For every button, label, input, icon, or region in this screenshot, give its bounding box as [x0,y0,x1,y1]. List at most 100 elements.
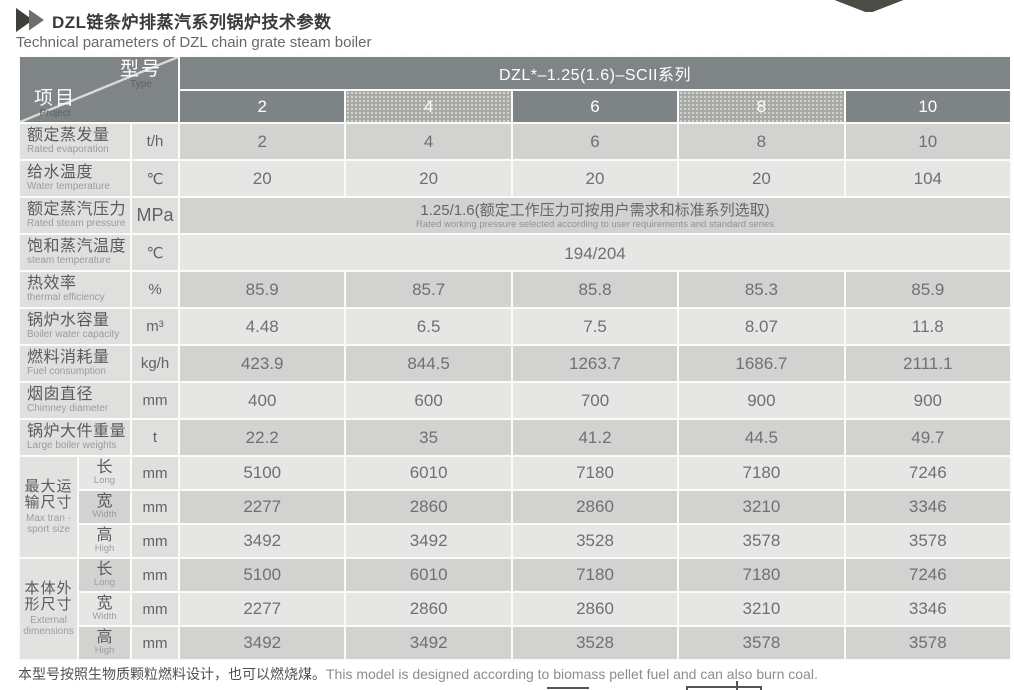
value-cell: 2860 [510,489,680,525]
group-label-en: External dimensions [23,614,74,638]
row-label-en: Rated evaporation [27,144,109,155]
table-row: 最大运输尺寸 Max tran -sport size 长 Long mm 5100 601… [18,455,1013,559]
value-cell: 6 [510,122,680,161]
value-cell: 85.8 [510,270,680,309]
bottom-decoration [736,681,738,690]
dimension-label: 宽 Width [77,591,132,627]
row-label-zh: 额定蒸发量 [27,127,110,144]
value-cell: 1263.7 [510,344,680,383]
series-header: DZL*–1.25(1.6)–SCII系列 [178,55,1012,91]
table-row: 高 High mm 3492 3492 3528 3578 3578 [19,625,1013,661]
value-cell: 2860 [510,591,680,627]
corner-header-cell: 型号 Type 项目 Project [17,55,181,124]
table-row: 烟囱直径 Chimney diameter mm 400 600 700 900 900 [18,381,1013,420]
span-value-zh: 1.25/1.6(额定工作压力可按用户需求和标准系列选取) [420,202,770,220]
value-cell: 11.8 [843,307,1013,346]
table-row: 本体外形尺寸 External dimensions 长 Long mm 5100 6010… [18,557,1013,661]
value-cell: 104 [843,159,1013,198]
value-cell: 7180 [510,455,680,491]
value-cell: 2860 [344,591,513,627]
value-cell: 44.5 [677,418,846,457]
span-value-cell: 194/204 [178,233,1012,272]
value-cell: 41.2 [510,418,680,457]
value-cell: 400 [178,381,347,420]
row-label-en: Fuel consumption [27,366,106,377]
bottom-decoration [686,686,762,690]
value-cell: 3528 [510,523,680,559]
value-cell: 3492 [178,625,347,661]
corner-type-label: 型号 Type [120,59,163,90]
row-label: 热效率 thermal efficiency [18,270,132,309]
value-cell: 20 [510,159,680,198]
group-label-en: Max tran -sport size [25,512,71,536]
unit-cell: mm [129,591,181,627]
corner-project-label: 项目 Project [34,88,77,119]
page-title: DZL链条炉排蒸汽系列锅炉技术参数 [52,12,332,32]
row-label-en: Rated steam pressure [27,218,126,229]
value-cell: 49.7 [843,418,1013,457]
value-cell: 85.9 [178,270,347,309]
row-label-en: Water temperature [27,181,110,192]
row-label-zh: 饱和蒸汽温度 [27,238,127,255]
table-row: 高 High mm 3492 3492 3528 3578 3578 [19,523,1013,559]
value-cell: 35 [344,418,513,457]
row-label-en: Chimney diameter [27,403,109,414]
page-header: DZL链条炉排蒸汽系列锅炉技术参数 Technical parameters o… [0,0,1014,51]
row-label-zh: 燃料消耗量 [27,349,110,366]
dimension-label-en: Long [93,577,116,589]
value-cell: 85.7 [344,270,513,309]
value-cell: 10 [843,122,1013,161]
span-value-zh: 194/204 [564,243,626,263]
value-cell: 4.48 [178,307,347,346]
value-cell: 8.07 [677,307,846,346]
row-label: 燃料消耗量 Fuel consumption [18,344,132,383]
value-cell: 4 [344,122,513,161]
table-row: 额定蒸发量 Rated evaporation t/h 2 4 6 8 10 [18,122,1013,161]
dimension-label-en: High [94,543,115,555]
row-label-zh: 给水温度 [27,164,94,181]
model-header: 6 [510,89,680,124]
unit-cell: ℃ [129,233,181,272]
table-row: 锅炉大件重量 Large boiler weights t 22.2 35 41.2 44.… [18,418,1013,457]
value-cell: 5100 [178,455,347,491]
row-label: 给水温度 Water temperature [18,159,132,198]
table-row: 饱和蒸汽温度 steam temperature ℃ 194/204 [18,233,1012,272]
unit-cell: mm [129,455,181,491]
table-row: 燃料消耗量 Fuel consumption kg/h 423.9 844.5 1263.… [18,344,1013,383]
table-row: 锅炉水容量 Boiler water capacity m³ 4.48 6.5 7.5 8.… [18,307,1013,346]
value-cell: 7.5 [510,307,680,346]
value-cell: 3346 [843,591,1013,627]
double-right-chevron-icon [16,8,44,32]
dimension-label-en: Width [92,611,117,623]
value-cell: 1686.7 [677,344,846,383]
dimension-label-zh: 高 [96,629,113,647]
dimension-label-en: High [94,645,115,657]
table-row: 宽 Width mm 2277 2860 2860 3210 3346 [19,591,1013,627]
value-cell: 6010 [344,557,513,593]
group-label-zh: 本体外形尺寸 [24,579,73,613]
value-cell: 20 [344,159,513,198]
value-cell: 20 [178,159,347,198]
unit-cell: mm [129,625,181,661]
table-top-tick-marks [18,55,1012,57]
value-cell: 423.9 [178,344,347,383]
value-cell: 3346 [843,489,1013,525]
footer-note-zh: 本型号按照生物质颗粒燃料设计，也可以燃烧煤。 [18,666,326,682]
value-cell: 2277 [178,489,347,525]
unit-cell: MPa [129,196,181,235]
value-cell: 2 [178,122,347,161]
dimension-label-zh: 宽 [96,595,113,613]
value-cell: 3210 [677,591,846,627]
unit-cell: m³ [129,307,181,346]
value-cell: 85.9 [843,270,1013,309]
table-row: 给水温度 Water temperature ℃ 20 20 20 20 104 [18,159,1013,198]
value-cell: 8 [677,122,846,161]
parameters-table: 型号 Type 项目 Project DZL*–1.25(1.6)–SCII系列… [17,55,1013,661]
row-label-en: steam temperature [27,255,111,266]
value-cell: 5100 [178,557,347,593]
unit-cell: ℃ [129,159,181,198]
value-cell: 3492 [344,625,513,661]
footer-note-en: This model is designed according to biom… [326,666,818,682]
value-cell: 22.2 [178,418,347,457]
